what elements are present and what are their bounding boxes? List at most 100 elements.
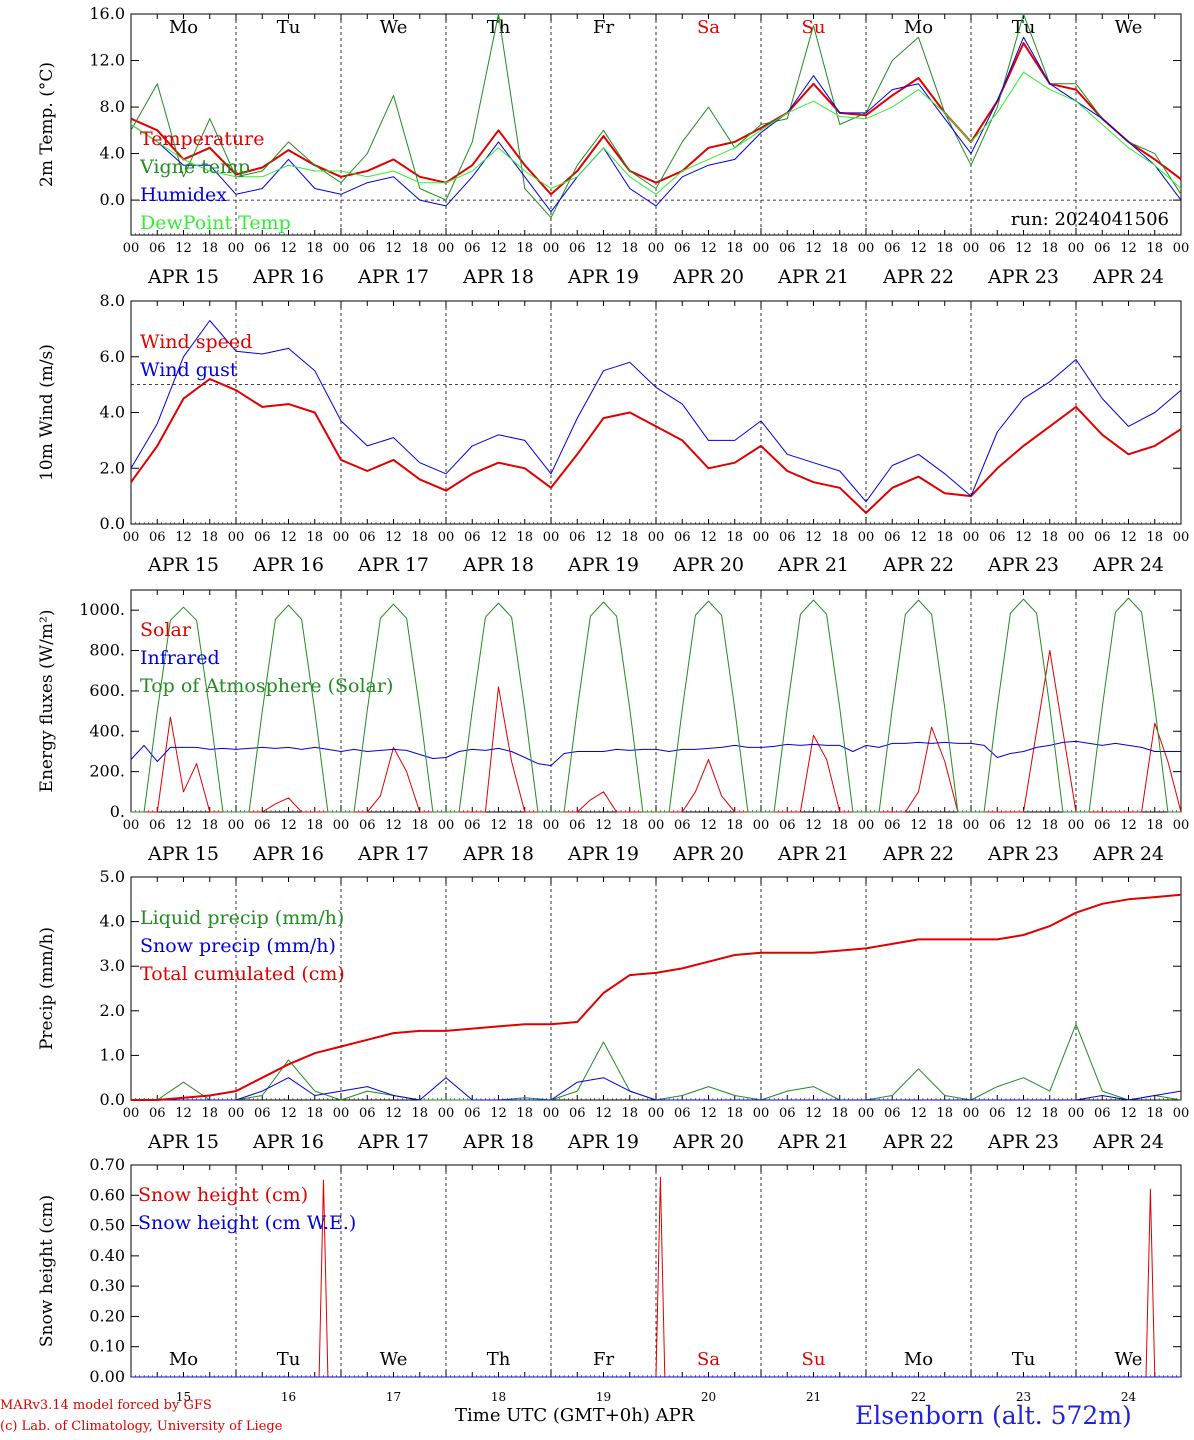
hour-tick-label: 12 [175, 1106, 192, 1121]
hour-tick-label: 06 [254, 241, 271, 256]
hour-tick-label: 00 [1068, 530, 1085, 545]
date-label: APR 17 [357, 266, 429, 288]
day-name-label: Sa [697, 1349, 720, 1370]
model-credit: MARv3.14 model forced by GFS [0, 1398, 212, 1413]
hour-tick-label: 18 [936, 818, 953, 833]
hour-tick-label: 12 [910, 241, 927, 256]
y-axis-label: 2m Temp. (°C) [37, 62, 57, 187]
day-number-label: 15 [176, 1390, 191, 1404]
series-line-infrared [130, 740, 1181, 767]
hour-tick-label: 00 [648, 530, 665, 545]
hour-tick-label: 18 [1146, 1106, 1163, 1121]
hour-tick-label: 06 [1094, 818, 1111, 833]
day-name-label: Tu [277, 17, 301, 38]
y-tick-label: 200. [89, 762, 125, 781]
y-tick-label: 5.0 [100, 867, 125, 886]
date-label: APR 23 [987, 1131, 1059, 1153]
series-line-snow-precip-mm-h- [131, 1077, 1182, 1101]
date-label: APR 21 [777, 266, 849, 288]
date-label: APR 18 [462, 266, 534, 288]
hour-tick-label: 12 [805, 1106, 822, 1121]
hour-tick-label: 06 [149, 530, 166, 545]
hour-tick-label: 06 [464, 241, 481, 256]
date-label: APR 20 [672, 843, 744, 865]
hour-tick-label: 18 [831, 241, 848, 256]
hour-tick-label: 00 [963, 1106, 980, 1121]
hour-tick-label: 00 [753, 1106, 770, 1121]
hour-tick-label: 12 [595, 1106, 612, 1121]
day-name-label: Mo [904, 1349, 933, 1370]
series-line-vigne-temp [130, 13, 1182, 219]
hour-tick-label: 18 [1146, 530, 1163, 545]
hour-tick-label: 00 [123, 818, 140, 833]
series-line-total-cumulated-cm- [131, 893, 1182, 1101]
hour-tick-label: 18 [306, 530, 323, 545]
hour-tick-label: 00 [648, 241, 665, 256]
legend-label: Solar [140, 619, 192, 641]
hour-tick-label: 18 [936, 530, 953, 545]
day-number-label: 16 [281, 1390, 296, 1404]
y-tick-label: 600. [89, 681, 125, 700]
hour-tick-label: 00 [858, 818, 875, 833]
y-tick-label: 8.0 [100, 97, 125, 116]
day-name-label: Fr [593, 17, 614, 38]
y-tick-label: 2.0 [100, 1001, 125, 1020]
hour-tick-label: 12 [490, 241, 507, 256]
hour-tick-label: 00 [858, 241, 875, 256]
hour-tick-label: 06 [149, 241, 166, 256]
hour-tick-label: 06 [359, 241, 376, 256]
hour-tick-label: 12 [1120, 241, 1137, 256]
y-axis-label: 10m Wind (m/s) [37, 344, 57, 481]
day-name-label: Tu [1012, 1349, 1036, 1370]
hour-tick-label: 18 [516, 818, 533, 833]
hour-tick-label: 00 [858, 530, 875, 545]
date-label: APR 20 [672, 554, 744, 576]
hour-tick-label: 00 [858, 1106, 875, 1121]
hour-tick-label: 12 [385, 241, 402, 256]
hour-tick-label: 06 [149, 818, 166, 833]
hour-tick-label: 18 [1146, 818, 1163, 833]
y-tick-label: 0.30 [89, 1276, 125, 1295]
hour-tick-label: 00 [228, 1106, 245, 1121]
hour-tick-label: 12 [385, 1106, 402, 1121]
y-tick-label: 6.0 [100, 347, 125, 366]
hour-tick-label: 18 [201, 241, 218, 256]
hour-tick-label: 06 [989, 818, 1006, 833]
legend-label: Top of Atmosphere (Solar) [140, 675, 393, 697]
hour-tick-label: 00 [543, 530, 560, 545]
y-tick-label: 3.0 [100, 956, 125, 975]
hour-tick-label: 12 [700, 818, 717, 833]
y-tick-label: 4.0 [100, 144, 125, 163]
hour-tick-label: 06 [359, 1106, 376, 1121]
hour-tick-label: 18 [1146, 241, 1163, 256]
day-number-label: 24 [1121, 1390, 1137, 1404]
hour-tick-label: 12 [175, 241, 192, 256]
hour-tick-label: 12 [805, 530, 822, 545]
hour-tick-label: 06 [674, 818, 691, 833]
day-name-label: We [1115, 1349, 1143, 1370]
date-label: APR 18 [462, 554, 534, 576]
hour-tick-label: 00 [333, 530, 350, 545]
hour-tick-label: 12 [175, 530, 192, 545]
date-label: APR 24 [1092, 266, 1164, 288]
hour-tick-label: 00 [1173, 530, 1190, 545]
y-tick-label: 0.0 [100, 1090, 125, 1109]
hour-tick-label: 06 [464, 818, 481, 833]
hour-tick-label: 00 [1173, 241, 1190, 256]
legend-label: DewPoint Temp [140, 212, 291, 234]
hour-tick-label: 06 [779, 818, 796, 833]
hour-tick-label: 06 [359, 530, 376, 545]
hour-tick-label: 12 [805, 241, 822, 256]
hour-tick-label: 12 [175, 818, 192, 833]
date-label: APR 15 [147, 266, 219, 288]
legend-label: Temperature [140, 128, 264, 150]
hour-tick-label: 06 [674, 241, 691, 256]
hour-tick-label: 12 [805, 818, 822, 833]
day-name-label: Tu [1012, 17, 1036, 38]
date-label: APR 16 [252, 554, 324, 576]
hour-tick-label: 18 [621, 530, 638, 545]
hour-tick-label: 00 [333, 241, 350, 256]
hour-tick-label: 00 [648, 818, 665, 833]
hour-tick-label: 00 [543, 818, 560, 833]
hour-tick-label: 18 [411, 241, 428, 256]
